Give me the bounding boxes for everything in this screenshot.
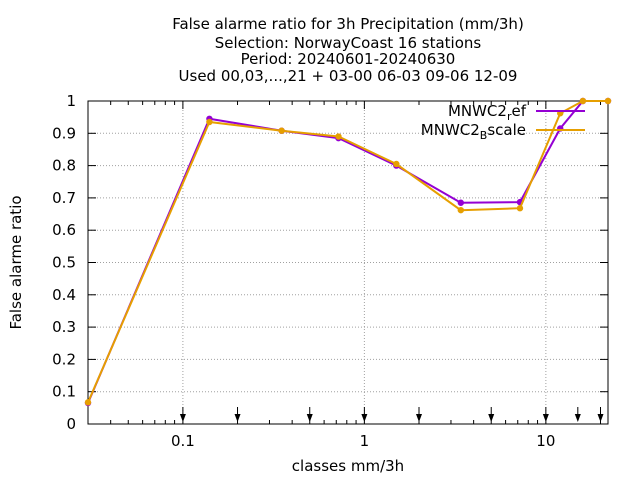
y-tick-label: 0.5 (52, 254, 76, 272)
data-point (457, 206, 465, 214)
title-line: Selection: NorwayCoast 16 stations (215, 34, 482, 52)
data-point (457, 199, 465, 206)
title-line: False alarme ratio for 3h Precipitation … (172, 15, 524, 33)
data-point (278, 127, 285, 134)
series (84, 97, 612, 407)
class-marker-arrowhead (361, 414, 368, 422)
series-line (87, 100, 608, 404)
y-tick-label: 0.4 (52, 286, 76, 304)
class-marker-arrowhead (488, 414, 495, 422)
legend-label-subscript: B (480, 129, 488, 142)
y-tick-label: 0.1 (52, 383, 76, 401)
series-line (87, 100, 608, 403)
y-tick-label: 0.7 (52, 189, 76, 207)
data-point (393, 160, 400, 168)
title-line: Used 00,03,...,21 + 03-00 06-03 09-06 12… (179, 67, 518, 85)
y-tick-label: 0.3 (52, 318, 76, 336)
legend-label-rest: scale (487, 121, 526, 139)
class-marker-arrowhead (179, 414, 186, 422)
y-axis: 0 0.1 0.2 0.3 0.4 0.5 0.6 0.7 0.8 0.9 1 (52, 92, 608, 433)
class-marker-arrowhead (234, 414, 241, 422)
class-marker-arrowhead (416, 414, 423, 422)
chart-title: False alarme ratio for 3h Precipitation … (172, 15, 524, 85)
data-point (206, 118, 213, 126)
class-marker-arrowhead (542, 414, 549, 422)
y-tick-label: 0.9 (52, 124, 76, 142)
data-point (604, 97, 612, 105)
y-tick-label: 0.2 (52, 350, 76, 368)
x-tick-label: 10 (536, 432, 555, 450)
legend-label-base: MNWC2 (421, 121, 480, 139)
y-tick-label: 1 (66, 92, 76, 110)
class-markers (179, 407, 604, 422)
legend-label: MNWC2Bscale (421, 121, 526, 142)
x-tick-label: 0.1 (171, 432, 195, 450)
y-tick-label: 0.6 (52, 221, 76, 239)
legend-label-subscript: r (507, 110, 512, 123)
y-tick-label: 0.8 (52, 157, 76, 175)
data-point (579, 97, 587, 105)
grid (88, 101, 608, 424)
class-marker-arrowhead (597, 414, 604, 422)
data-point (84, 399, 92, 406)
legend-label-rest: ef (511, 102, 526, 120)
class-marker-arrowhead (306, 414, 313, 422)
class-marker-arrowhead (574, 414, 581, 422)
x-axis: 0.1 1 10 (110, 101, 601, 450)
data-point (516, 205, 524, 212)
x-axis-label: classes mm/3h (292, 457, 404, 475)
y-tick-label: 0 (66, 415, 76, 433)
legend-label-base: MNWC2 (448, 102, 507, 120)
y-axis-label: False alarme ratio (7, 195, 25, 329)
title-line: Period: 20240601-20240630 (241, 50, 456, 68)
x-tick-label: 1 (360, 432, 370, 450)
data-point (335, 133, 342, 140)
legend-label: MNWC2ref (448, 102, 527, 123)
